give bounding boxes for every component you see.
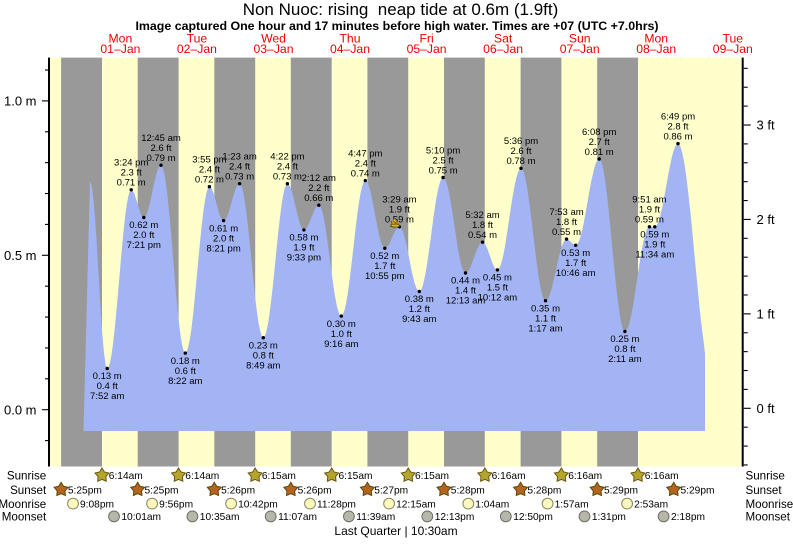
svg-text:0.59 m: 0.59 m bbox=[635, 215, 664, 226]
svg-text:5:29pm: 5:29pm bbox=[681, 485, 715, 496]
svg-text:0.74 m: 0.74 m bbox=[351, 169, 380, 180]
svg-text:6:16am: 6:16am bbox=[568, 471, 602, 482]
svg-text:11:39am: 11:39am bbox=[356, 512, 395, 523]
svg-text:2:11 am: 2:11 am bbox=[608, 354, 642, 365]
svg-text:Non Nuoc: rising neap tide at: Non Nuoc: rising neap tide at 0.6m (1.9f… bbox=[243, 0, 559, 19]
svg-text:1:04am: 1:04am bbox=[475, 499, 509, 510]
svg-text:9:43 am: 9:43 am bbox=[402, 314, 436, 325]
svg-text:0 ft: 0 ft bbox=[757, 401, 775, 416]
svg-text:6:14am: 6:14am bbox=[185, 471, 219, 482]
svg-text:5:25pm: 5:25pm bbox=[68, 485, 102, 496]
svg-text:8:22 am: 8:22 am bbox=[168, 376, 202, 387]
svg-text:6:14am: 6:14am bbox=[109, 471, 143, 482]
svg-text:12:15am: 12:15am bbox=[396, 499, 436, 510]
svg-text:Moonrise: Moonrise bbox=[0, 498, 46, 511]
svg-text:10:55 pm: 10:55 pm bbox=[365, 271, 405, 282]
svg-text:05–Jan: 05–Jan bbox=[407, 42, 447, 56]
svg-text:2 ft: 2 ft bbox=[757, 212, 775, 227]
svg-text:9:33 pm: 9:33 pm bbox=[287, 253, 321, 264]
svg-text:12:13pm: 12:13pm bbox=[435, 512, 475, 523]
svg-text:10:42pm: 10:42pm bbox=[238, 499, 278, 510]
svg-text:Last Quarter | 10:30am: Last Quarter | 10:30am bbox=[334, 524, 457, 538]
svg-text:2:53am: 2:53am bbox=[634, 499, 668, 510]
svg-text:0.0 m: 0.0 m bbox=[4, 402, 37, 417]
svg-text:1:57am: 1:57am bbox=[555, 499, 589, 510]
svg-text:9:56pm: 9:56pm bbox=[159, 499, 193, 510]
svg-text:01–Jan: 01–Jan bbox=[100, 42, 140, 56]
svg-text:Moonset: Moonset bbox=[2, 511, 47, 524]
svg-text:Moonrise: Moonrise bbox=[746, 498, 793, 511]
svg-text:07–Jan: 07–Jan bbox=[560, 42, 600, 56]
svg-text:1:31pm: 1:31pm bbox=[592, 512, 626, 523]
svg-text:Sunrise: Sunrise bbox=[746, 470, 785, 483]
svg-text:6:15am: 6:15am bbox=[262, 471, 296, 482]
svg-text:0.5 m: 0.5 m bbox=[4, 248, 37, 263]
svg-text:8:49 am: 8:49 am bbox=[246, 360, 280, 371]
svg-text:0.54 m: 0.54 m bbox=[468, 230, 497, 241]
svg-text:5:25pm: 5:25pm bbox=[145, 485, 179, 496]
svg-text:0.81 m: 0.81 m bbox=[585, 147, 614, 158]
svg-text:10:46 am: 10:46 am bbox=[556, 268, 596, 279]
svg-text:10:12 am: 10:12 am bbox=[478, 293, 518, 304]
svg-text:Sunset: Sunset bbox=[746, 484, 783, 497]
svg-text:Sunset: Sunset bbox=[10, 484, 47, 497]
svg-text:1.0 m: 1.0 m bbox=[4, 94, 37, 109]
svg-text:6:15am: 6:15am bbox=[415, 471, 449, 482]
svg-text:7:52 am: 7:52 am bbox=[90, 391, 124, 402]
svg-text:06–Jan: 06–Jan bbox=[483, 42, 523, 56]
svg-text:0.73 m: 0.73 m bbox=[273, 172, 302, 183]
svg-text:0.79 m: 0.79 m bbox=[146, 153, 175, 164]
svg-text:02–Jan: 02–Jan bbox=[177, 42, 217, 56]
svg-text:11:34 am: 11:34 am bbox=[635, 250, 674, 261]
svg-text:5:27pm: 5:27pm bbox=[374, 485, 408, 496]
svg-text:08–Jan: 08–Jan bbox=[636, 42, 676, 56]
svg-text:03–Jan: 03–Jan bbox=[254, 42, 294, 56]
svg-text:11:28pm: 11:28pm bbox=[317, 499, 356, 510]
svg-text:0.78 m: 0.78 m bbox=[506, 156, 535, 167]
svg-text:7:21 pm: 7:21 pm bbox=[127, 240, 161, 251]
svg-text:0.66 m: 0.66 m bbox=[304, 193, 333, 204]
svg-text:04–Jan: 04–Jan bbox=[330, 42, 370, 56]
svg-text:9:08pm: 9:08pm bbox=[80, 499, 114, 510]
svg-text:5:26pm: 5:26pm bbox=[298, 485, 332, 496]
svg-text:0.75 m: 0.75 m bbox=[429, 165, 458, 176]
svg-text:12:50pm: 12:50pm bbox=[513, 512, 553, 523]
svg-text:1 ft: 1 ft bbox=[757, 307, 775, 322]
svg-text:0.73 m: 0.73 m bbox=[225, 172, 254, 183]
svg-text:3 ft: 3 ft bbox=[757, 118, 775, 133]
svg-text:0.71 m: 0.71 m bbox=[117, 178, 146, 189]
svg-text:5:28pm: 5:28pm bbox=[527, 485, 561, 496]
svg-text:6:15am: 6:15am bbox=[339, 471, 373, 482]
svg-text:0.86 m: 0.86 m bbox=[663, 132, 692, 143]
svg-text:9:16 am: 9:16 am bbox=[324, 339, 358, 350]
svg-text:Sunrise: Sunrise bbox=[7, 470, 46, 483]
svg-text:10:01am: 10:01am bbox=[121, 512, 161, 523]
svg-text:6:16am: 6:16am bbox=[492, 471, 526, 482]
svg-text:5:26pm: 5:26pm bbox=[221, 485, 255, 496]
svg-text:09–Jan: 09–Jan bbox=[713, 42, 753, 56]
svg-text:1:17 am: 1:17 am bbox=[528, 323, 562, 334]
svg-text:0.55 m: 0.55 m bbox=[552, 227, 581, 238]
svg-text:5:29pm: 5:29pm bbox=[604, 485, 638, 496]
svg-text:10:35am: 10:35am bbox=[200, 512, 240, 523]
svg-text:2:18pm: 2:18pm bbox=[671, 512, 705, 523]
svg-text:8:21 pm: 8:21 pm bbox=[206, 243, 240, 254]
svg-text:5:28pm: 5:28pm bbox=[451, 485, 485, 496]
svg-text:11:07am: 11:07am bbox=[278, 512, 317, 523]
svg-text:0.72 m: 0.72 m bbox=[195, 175, 224, 186]
svg-text:Moonset: Moonset bbox=[746, 511, 791, 524]
svg-text:6:16am: 6:16am bbox=[645, 471, 679, 482]
svg-text:0.59 m: 0.59 m bbox=[385, 215, 414, 226]
